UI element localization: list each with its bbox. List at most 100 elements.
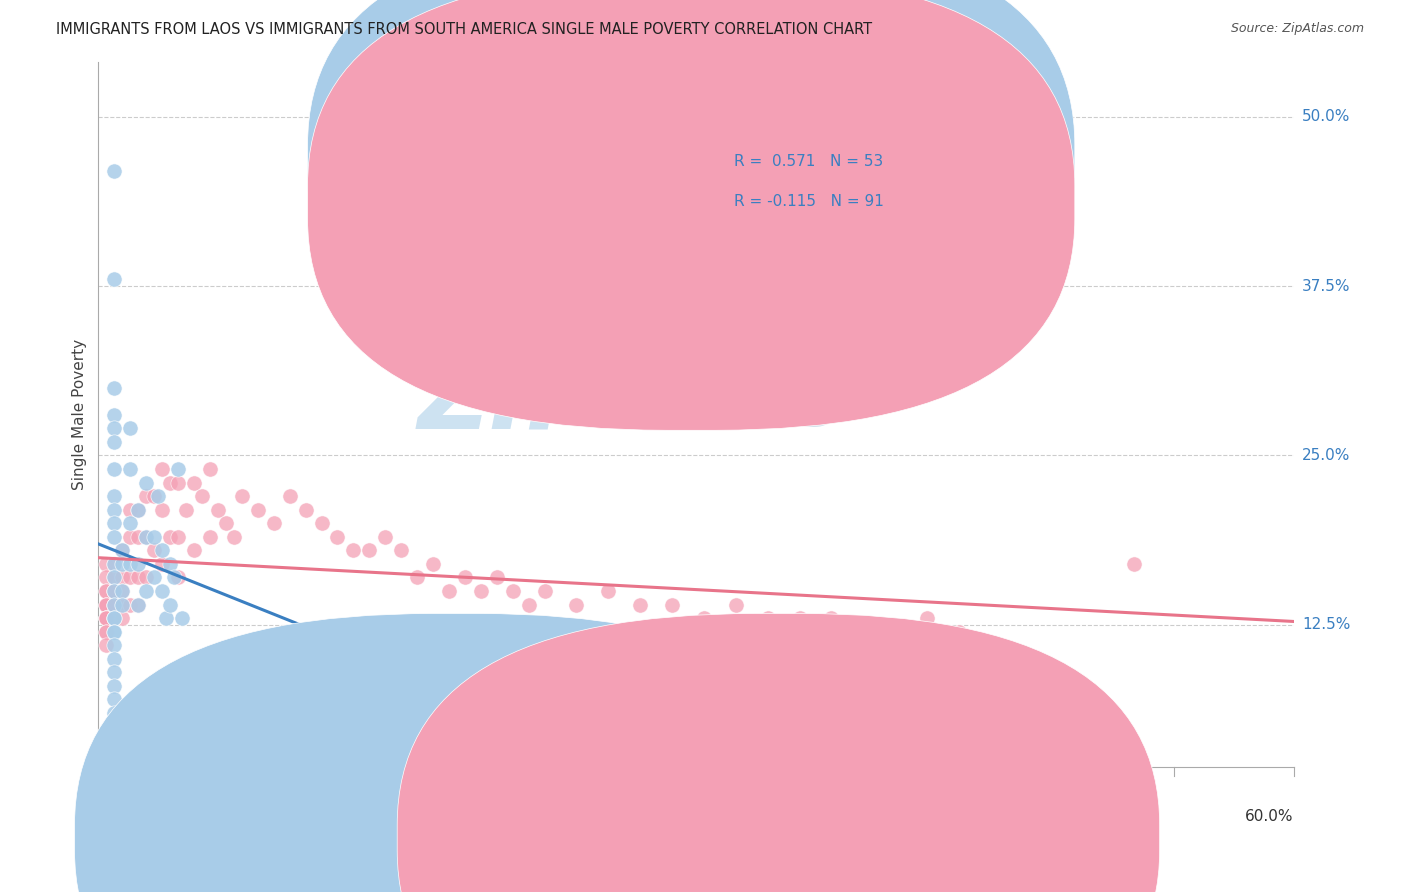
Point [437, 583, 460, 598]
Point [454, 570, 477, 584]
Point [342, 543, 364, 558]
Point [103, 583, 125, 598]
FancyBboxPatch shape [637, 126, 995, 239]
Point [150, 462, 173, 476]
Point [263, 516, 285, 531]
Point [148, 489, 170, 503]
Text: Immigrants from South America: Immigrants from South America [810, 830, 1054, 845]
Point [120, 462, 142, 476]
Point [174, 502, 197, 516]
Point [96, 638, 118, 652]
Point [628, 598, 651, 612]
Point [135, 530, 157, 544]
Point [103, 638, 125, 652]
Point [103, 557, 125, 571]
Point [485, 570, 508, 584]
Point [693, 611, 716, 625]
Point [96, 624, 118, 639]
Point [884, 624, 907, 639]
Point [120, 557, 142, 571]
Point [143, 543, 166, 558]
Point [135, 583, 157, 598]
Point [135, 570, 157, 584]
Point [163, 570, 186, 584]
FancyBboxPatch shape [308, 0, 1074, 430]
Point [103, 489, 125, 503]
Point [198, 462, 221, 476]
Point [127, 530, 149, 544]
Text: 0.0%: 0.0% [98, 809, 138, 824]
Point [127, 502, 149, 516]
Point [111, 583, 134, 598]
Point [326, 530, 349, 544]
Point [103, 381, 125, 395]
Point [96, 611, 118, 625]
Point [103, 164, 125, 178]
Point [103, 502, 125, 516]
Point [103, 408, 125, 422]
Point [103, 651, 125, 665]
Point [143, 530, 166, 544]
Text: IMMIGRANTS FROM LAOS VS IMMIGRANTS FROM SOUTH AMERICA SINGLE MALE POVERTY CORREL: IMMIGRANTS FROM LAOS VS IMMIGRANTS FROM … [56, 22, 872, 37]
Point [470, 583, 492, 598]
Point [172, 611, 194, 625]
Point [120, 530, 142, 544]
Text: Immigrants from Laos: Immigrants from Laos [486, 830, 655, 845]
Point [915, 611, 938, 625]
Point [127, 557, 149, 571]
Point [111, 611, 134, 625]
Y-axis label: Single Male Poverty: Single Male Poverty [72, 339, 87, 491]
Point [278, 489, 301, 503]
Point [143, 570, 166, 584]
Point [111, 598, 134, 612]
Point [789, 611, 811, 625]
Point [103, 611, 125, 625]
Point [120, 516, 142, 531]
Point [294, 502, 316, 516]
FancyBboxPatch shape [75, 614, 837, 892]
Text: Source: ZipAtlas.com: Source: ZipAtlas.com [1230, 22, 1364, 36]
Point [103, 530, 125, 544]
Point [120, 502, 142, 516]
Point [96, 557, 118, 571]
Point [103, 516, 125, 531]
Point [111, 557, 134, 571]
Point [359, 543, 381, 558]
Point [246, 502, 269, 516]
Point [135, 489, 157, 503]
Point [183, 543, 205, 558]
Point [96, 611, 118, 625]
Point [167, 462, 190, 476]
Point [111, 543, 134, 558]
Point [150, 502, 173, 516]
Text: R = -0.115   N = 91: R = -0.115 N = 91 [734, 194, 884, 210]
Point [96, 611, 118, 625]
Point [103, 679, 125, 693]
Point [174, 706, 197, 720]
Point [120, 421, 142, 435]
Point [517, 598, 540, 612]
Point [155, 611, 177, 625]
Point [852, 624, 875, 639]
Point [111, 583, 134, 598]
Point [374, 530, 396, 544]
Point [103, 570, 125, 584]
Text: R =  0.571   N = 53: R = 0.571 N = 53 [734, 154, 883, 169]
Point [661, 598, 683, 612]
Point [406, 570, 429, 584]
Text: 37.5%: 37.5% [1302, 278, 1350, 293]
Point [103, 706, 125, 720]
Point [103, 434, 125, 449]
Point [96, 611, 118, 625]
Point [183, 475, 205, 490]
Point [103, 598, 125, 612]
Point [111, 543, 134, 558]
Point [150, 543, 173, 558]
Point [103, 733, 125, 747]
Point [231, 489, 253, 503]
Point [103, 272, 125, 286]
Point [311, 516, 333, 531]
Text: 25.0%: 25.0% [1302, 448, 1350, 463]
Point [103, 598, 125, 612]
Point [948, 624, 970, 639]
